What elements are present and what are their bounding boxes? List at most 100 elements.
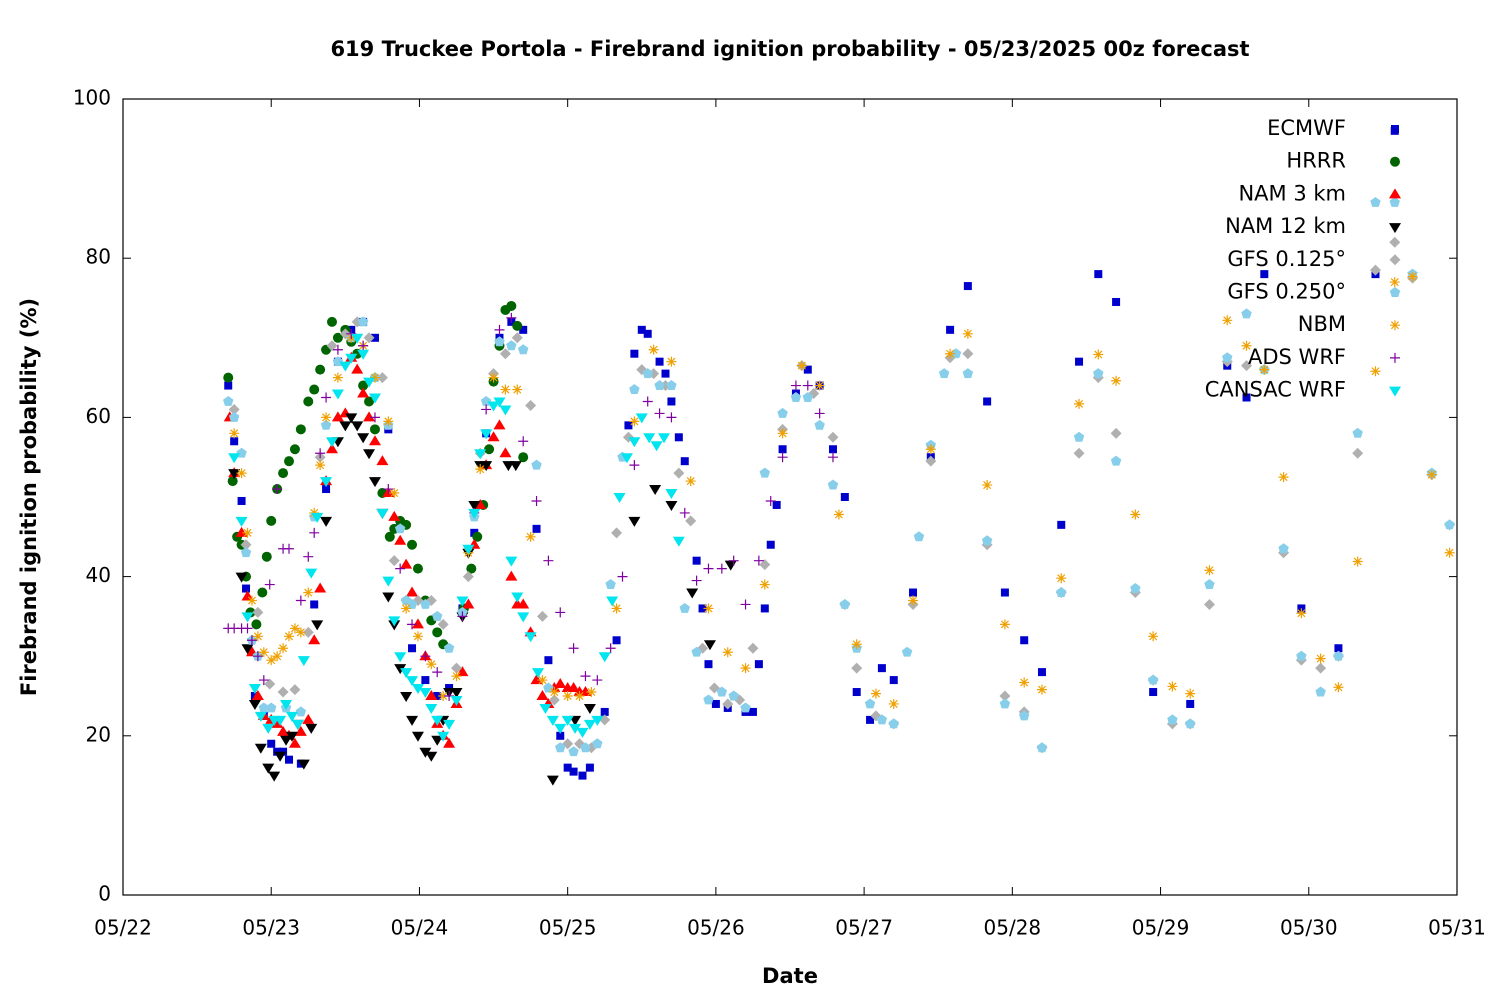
point [311, 620, 324, 631]
point [1426, 469, 1437, 480]
point [357, 433, 370, 444]
x-tick-label: 05/30 [1280, 916, 1338, 940]
point [382, 592, 395, 603]
legend-marker [1389, 254, 1401, 266]
point [772, 500, 781, 509]
point [223, 372, 234, 383]
point [345, 353, 358, 364]
point [686, 588, 699, 599]
point [901, 646, 913, 657]
point [368, 477, 381, 488]
point [437, 618, 449, 630]
point [240, 539, 252, 551]
point [703, 640, 716, 651]
point [1259, 364, 1270, 375]
point [518, 452, 529, 463]
point [648, 344, 659, 355]
point [499, 348, 511, 360]
point [827, 452, 838, 463]
point [252, 631, 263, 642]
legend-label: CANSAC WRF [1205, 378, 1346, 402]
legend-marker [1389, 188, 1401, 199]
legend-marker [1391, 125, 1399, 133]
point [480, 429, 493, 440]
point [649, 485, 662, 496]
legend-marker [1389, 386, 1401, 397]
point [759, 579, 770, 590]
point [1037, 668, 1046, 677]
point [450, 688, 463, 699]
point [369, 424, 380, 435]
point [722, 698, 734, 710]
point [1352, 427, 1363, 438]
point [517, 598, 530, 609]
point [400, 558, 413, 569]
point [321, 412, 332, 423]
point [363, 377, 376, 388]
point [814, 380, 825, 391]
point [728, 555, 739, 566]
point [499, 405, 512, 416]
point [628, 437, 641, 448]
point [395, 563, 406, 574]
point [248, 699, 261, 710]
y-tick-label: 40 [86, 563, 111, 587]
point [401, 603, 412, 614]
point [1093, 349, 1104, 360]
point [803, 365, 812, 374]
point [759, 559, 771, 571]
point [321, 392, 332, 403]
point [586, 687, 597, 698]
point [389, 488, 400, 499]
point [716, 563, 727, 574]
point [555, 607, 566, 618]
point [322, 485, 331, 494]
point [487, 401, 500, 412]
point [790, 392, 802, 402]
point [411, 618, 424, 629]
point [376, 455, 389, 466]
point [981, 535, 993, 546]
point [1112, 297, 1121, 306]
point [532, 668, 545, 679]
point [325, 437, 338, 448]
point [394, 652, 407, 663]
point [406, 586, 419, 597]
point [268, 771, 281, 782]
point [272, 484, 283, 495]
point [419, 688, 432, 699]
point [554, 678, 567, 689]
point [284, 456, 295, 467]
point [999, 690, 1011, 702]
point [1019, 677, 1030, 688]
point [320, 516, 333, 527]
point [357, 316, 369, 327]
point [331, 389, 344, 400]
point [246, 635, 257, 646]
point [1260, 270, 1269, 279]
point [643, 433, 656, 444]
point [578, 771, 587, 780]
point [555, 742, 566, 753]
point [530, 674, 543, 685]
point [509, 461, 522, 472]
point [1333, 650, 1344, 661]
point [1352, 556, 1363, 567]
point [235, 526, 248, 537]
point [777, 452, 788, 463]
point [431, 735, 444, 746]
point [592, 675, 603, 686]
point [437, 731, 450, 742]
point [629, 460, 640, 471]
point [258, 675, 269, 686]
point [536, 610, 548, 622]
legend-marker [1389, 287, 1401, 297]
point [1110, 455, 1122, 466]
point [400, 692, 413, 702]
point [1204, 565, 1215, 576]
legend-label: GFS 0.250° [1227, 280, 1346, 304]
point [864, 698, 876, 709]
point [1370, 196, 1381, 207]
point [302, 713, 315, 724]
